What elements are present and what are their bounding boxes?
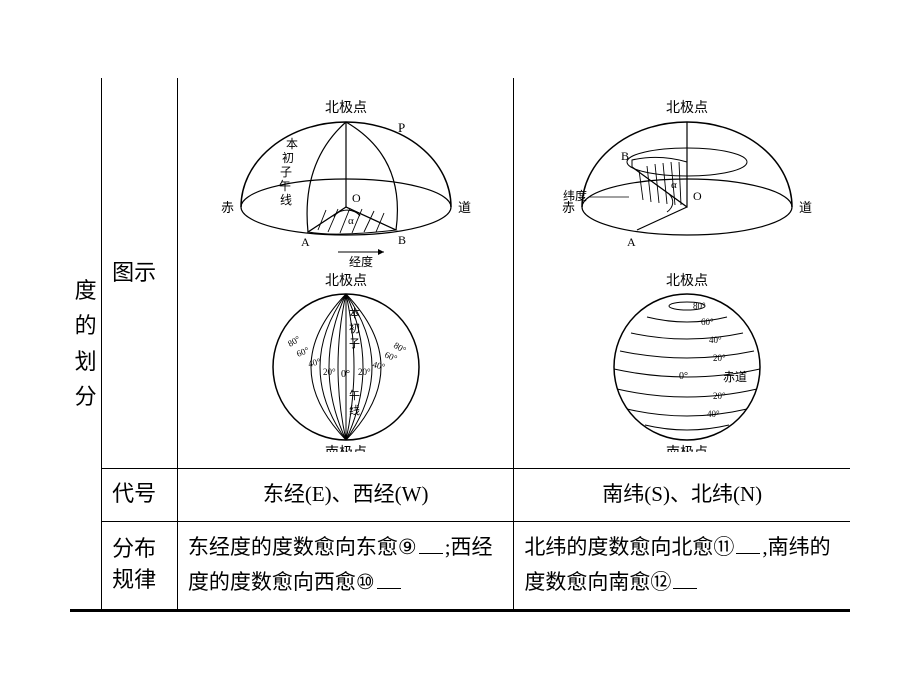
svg-text:O: O <box>693 189 702 203</box>
svg-text:线: 线 <box>349 403 360 417</box>
page-container: 度的划分 图示 北极点 <box>70 78 850 612</box>
svg-text:午: 午 <box>279 179 291 193</box>
mark-9: ⑨ <box>398 530 417 566</box>
diagram-label: 图示 <box>112 260 156 285</box>
svg-text:0°: 0° <box>341 369 350 380</box>
diagram-label-cell: 图示 <box>102 78 178 468</box>
svg-text:赤道: 赤道 <box>723 370 747 384</box>
svg-text:α: α <box>671 179 677 191</box>
code-col2: 南纬(S)、北纬(N) <box>514 468 850 521</box>
diagram-col2: 北极点 O A B <box>514 78 850 468</box>
rule-label-cell: 分布规律 <box>102 521 178 609</box>
svg-text:80°: 80° <box>693 301 706 311</box>
svg-text:线: 线 <box>280 193 292 207</box>
svg-text:B: B <box>398 233 406 247</box>
rule2-p1: 北纬的度数愈向北愈 <box>524 535 713 559</box>
mark-12: ⑫ <box>650 565 671 601</box>
mark-11: ⑪ <box>713 530 734 566</box>
mark-10: ⑩ <box>356 565 375 601</box>
svg-text:60°: 60° <box>701 317 714 327</box>
svg-text:40°: 40° <box>709 335 722 345</box>
blank-11 <box>736 534 760 554</box>
diagram-col1: 北极点 O P <box>177 78 514 468</box>
svg-text:20°: 20° <box>323 367 336 377</box>
code-text-2: 南纬(S)、北纬(N) <box>602 482 762 506</box>
svg-text:P: P <box>398 120 405 135</box>
svg-text:80°: 80° <box>286 334 302 349</box>
latitude-svg: 北极点 O A B <box>532 82 832 452</box>
svg-text:20°: 20° <box>713 391 726 401</box>
svg-text:A: A <box>301 235 310 249</box>
svg-text:子: 子 <box>280 165 292 179</box>
north-label: 北极点 <box>325 100 367 116</box>
svg-text:午: 午 <box>349 389 360 402</box>
svg-text:道: 道 <box>799 200 812 215</box>
row-header: 度的划分 <box>75 278 97 409</box>
rule-label: 分布规律 <box>112 536 156 592</box>
svg-text:20°: 20° <box>358 367 371 377</box>
svg-text:B: B <box>621 149 629 163</box>
blank-12 <box>673 569 697 589</box>
row-header-cell: 度的划分 <box>70 78 102 609</box>
svg-text:赤: 赤 <box>562 200 575 215</box>
svg-text:40°: 40° <box>707 409 720 419</box>
svg-text:北极点: 北极点 <box>325 273 367 289</box>
rule1-p1: 东经度的度数愈向东愈 <box>188 535 398 559</box>
svg-text:60°: 60° <box>295 345 311 359</box>
svg-text:经度: 经度 <box>349 254 373 269</box>
code-label-cell: 代号 <box>102 468 178 521</box>
longitude-svg: 北极点 O P <box>196 82 496 452</box>
svg-text:南极点: 南极点 <box>666 445 708 452</box>
code-col1: 东经(E)、西经(W) <box>177 468 514 521</box>
code-text-1: 东经(E)、西经(W) <box>263 482 429 506</box>
svg-text:初: 初 <box>282 151 294 165</box>
svg-text:北极点: 北极点 <box>666 100 708 116</box>
svg-text:南极点: 南极点 <box>325 445 367 452</box>
svg-text:初: 初 <box>349 321 360 335</box>
rule-col2: 北纬的度数愈向北愈⑪,南纬的度数愈向南愈⑫ <box>514 521 850 609</box>
svg-text:本: 本 <box>286 137 298 151</box>
svg-text:A: A <box>627 235 636 249</box>
svg-text:40°: 40° <box>371 359 386 372</box>
svg-text:O: O <box>352 191 361 205</box>
svg-text:子: 子 <box>349 337 360 350</box>
svg-text:道: 道 <box>458 200 471 215</box>
svg-text:赤: 赤 <box>221 200 234 215</box>
svg-text:20°: 20° <box>713 353 726 363</box>
svg-text:0°: 0° <box>679 371 688 382</box>
code-label: 代号 <box>112 481 156 506</box>
svg-text:α: α <box>348 215 354 227</box>
svg-text:本: 本 <box>349 306 360 320</box>
main-table: 度的划分 图示 北极点 <box>70 78 850 610</box>
svg-text:北极点: 北极点 <box>666 273 708 289</box>
blank-10 <box>377 569 401 589</box>
rule-col1: 东经度的度数愈向东愈⑨;西经度的度数愈向西愈⑩ <box>177 521 514 609</box>
blank-9 <box>419 534 443 554</box>
